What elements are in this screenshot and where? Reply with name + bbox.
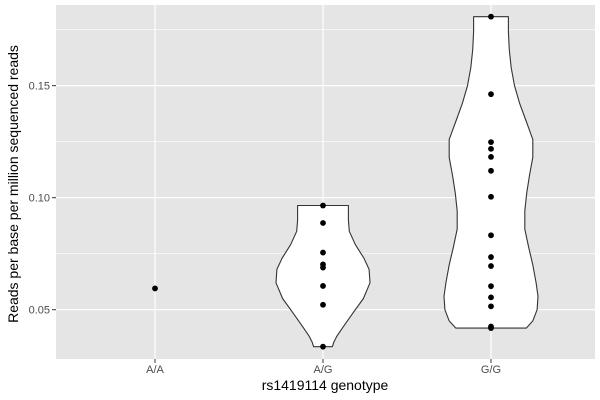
data-point: [488, 91, 494, 98]
data-point: [320, 283, 326, 289]
x-tick-label: A/A: [146, 364, 164, 376]
data-point: [488, 139, 494, 146]
data-point: [320, 220, 326, 226]
y-tick-label: 0.15: [29, 81, 50, 93]
y-tick-label: 0.05: [29, 305, 50, 317]
x-axis-ticks: A/A A/G G/G: [146, 359, 501, 376]
violin-A-G: [275, 204, 371, 348]
data-point: [488, 232, 494, 239]
data-point: [488, 323, 494, 330]
data-point: [152, 285, 158, 292]
data-point: [488, 294, 494, 301]
data-point: [320, 301, 326, 308]
data-point: [320, 249, 326, 256]
data-point: [320, 261, 326, 268]
data-point: [488, 263, 494, 269]
point-layer: [152, 13, 494, 350]
data-point: [320, 343, 326, 350]
data-point: [320, 202, 326, 209]
x-axis-title: rs1419114 genotype: [262, 377, 389, 393]
y-axis-ticks: 0.05 0.10 0.15: [29, 81, 56, 317]
data-point: [488, 154, 494, 160]
data-point: [488, 145, 494, 152]
y-axis-title: Reads per base per million sequenced rea…: [5, 45, 21, 323]
y-tick-label: 0.10: [29, 193, 50, 205]
data-point: [488, 254, 494, 260]
data-point: [488, 303, 494, 310]
data-point: [488, 193, 494, 200]
data-point: [488, 13, 494, 20]
x-tick-label: A/G: [314, 364, 333, 376]
data-point: [488, 167, 494, 174]
data-point: [488, 283, 494, 290]
x-tick-label: G/G: [481, 364, 501, 376]
